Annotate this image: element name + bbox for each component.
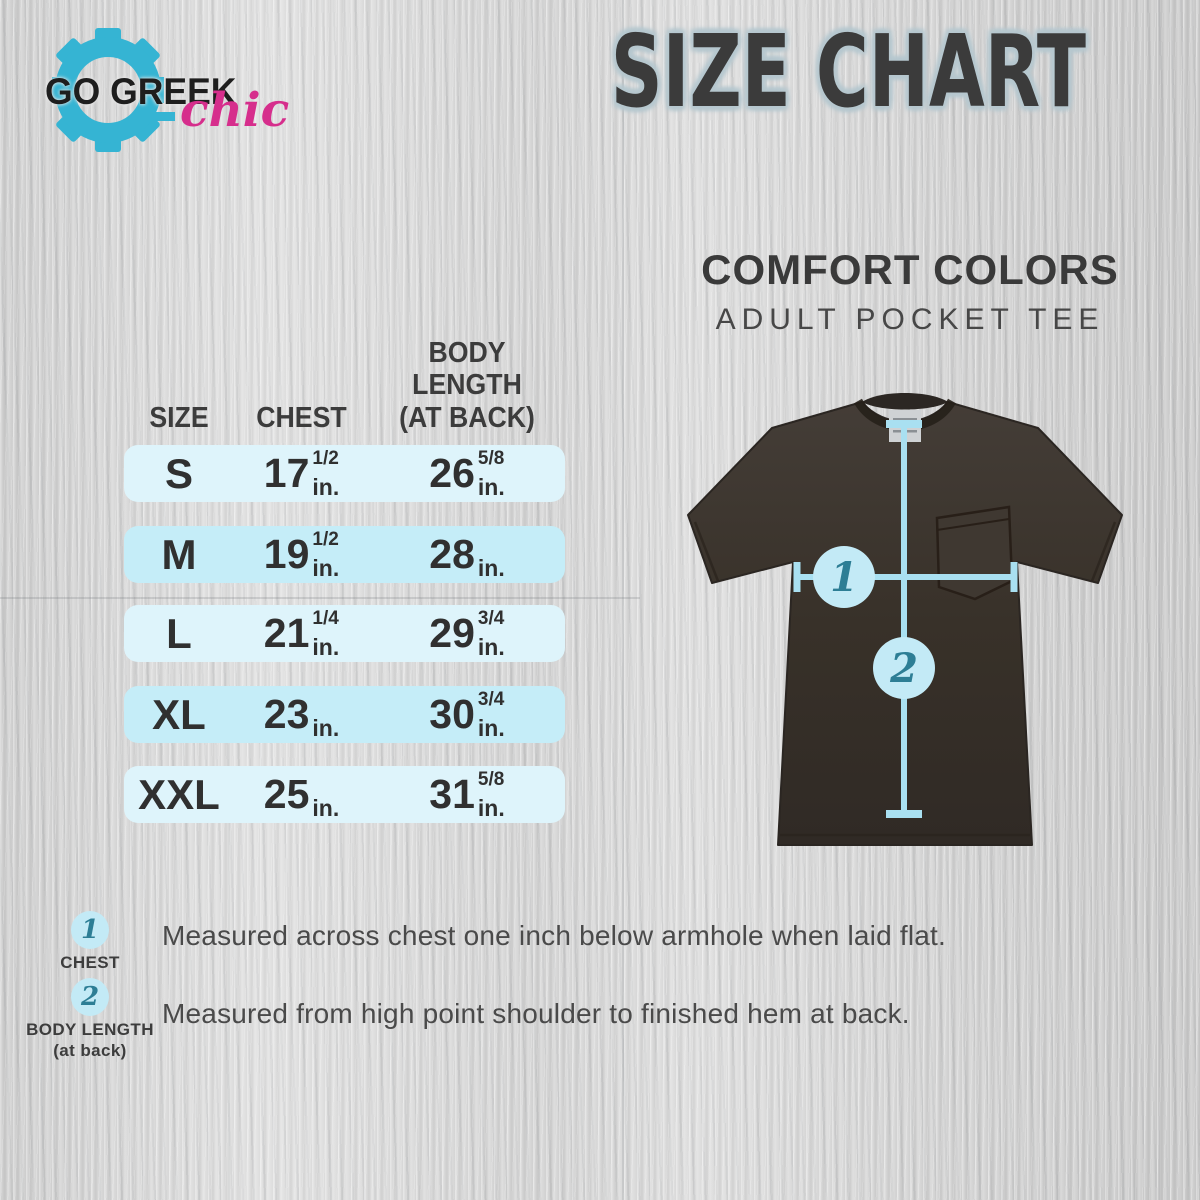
size-label: XL bbox=[152, 690, 206, 738]
body-length-value: 28 in. bbox=[429, 531, 505, 581]
product-name: COMFORT COLORS bbox=[701, 246, 1119, 293]
body-length-value: 26 5/8 in. bbox=[429, 447, 505, 500]
wood-seam bbox=[0, 597, 640, 599]
body-length-value: 31 5/8 in. bbox=[429, 768, 505, 821]
chest-value: 23 in. bbox=[263, 691, 340, 741]
footnote-2-label-line2: (at back) bbox=[53, 1041, 127, 1061]
table-row: XL 23 in. 30 3/4 in. bbox=[124, 686, 565, 743]
marker-2-number: 2 bbox=[889, 645, 918, 692]
table-row: L 21 1/4 in. 29 3/4 in. bbox=[124, 605, 565, 662]
header-size: SIZE bbox=[149, 401, 209, 434]
chest-value: 17 1/2 in. bbox=[263, 447, 340, 500]
header-body-length-line2: (AT BACK) bbox=[399, 401, 535, 434]
footnote-1-label: CHEST bbox=[60, 953, 120, 972]
size-label: L bbox=[166, 609, 192, 657]
footnote-1-text: Measured across chest one inch below arm… bbox=[162, 920, 946, 951]
wood-seam bbox=[1158, 0, 1160, 1200]
footnote-2-text: Measured from high point shoulder to fin… bbox=[162, 998, 910, 1029]
product-subtitle: ADULT POCKET TEE bbox=[715, 303, 1105, 336]
body-length-value: 29 3/4 in. bbox=[429, 607, 505, 660]
table-header-row: SIZE CHEST BODY LENGTH (AT BACK) bbox=[124, 337, 565, 434]
chest-value: 21 1/4 in. bbox=[263, 607, 340, 660]
body-length-value: 30 3/4 in. bbox=[429, 688, 505, 741]
size-table: SIZE CHEST BODY LENGTH (AT BACK) S 17 1/2… bbox=[124, 337, 565, 838]
footnote-2-label: BODY LENGTH (at back) bbox=[0, 1019, 180, 1062]
product-heading: COMFORT COLORS ADULT POCKET TEE bbox=[665, 246, 1155, 337]
page-title: SIZE CHART bbox=[610, 13, 1087, 130]
chest-value: 25 in. bbox=[263, 771, 340, 821]
brand-name-script: chic bbox=[180, 83, 290, 138]
chest-pocket bbox=[935, 505, 1014, 601]
table-row: XXL 25 in. 31 5/8 in. bbox=[124, 766, 565, 823]
brand-name: GO GREEK bbox=[45, 71, 237, 112]
wood-seam bbox=[622, 0, 624, 1200]
tshirt-measurement-diagram: 1 2 bbox=[687, 393, 1123, 846]
logo-underline bbox=[133, 112, 175, 121]
footnote-marker-1: 1 bbox=[71, 911, 109, 949]
footnote-marker-2: 2 bbox=[71, 978, 109, 1016]
header-chest: CHEST bbox=[256, 401, 347, 434]
brand-logo: GO GREEK chic bbox=[40, 25, 310, 165]
footnote-2-label-line1: BODY LENGTH bbox=[26, 1020, 154, 1039]
table-row: S 17 1/2 in. 26 5/8 in. bbox=[124, 445, 565, 502]
wood-seam bbox=[228, 0, 230, 1200]
measure-marker-2: 2 bbox=[873, 637, 935, 699]
footnote-2-number: 2 bbox=[80, 982, 100, 1012]
header-body-length-line1: BODY LENGTH bbox=[412, 336, 522, 402]
size-label: M bbox=[161, 530, 197, 578]
measure-marker-1: 1 bbox=[813, 546, 875, 608]
footnote-1-number: 1 bbox=[80, 915, 100, 945]
chest-value: 19 1/2 in. bbox=[263, 528, 340, 581]
size-label: XXL bbox=[138, 770, 220, 818]
marker-1-number: 1 bbox=[830, 554, 858, 601]
table-row: M 19 1/2 in. 28 in. bbox=[124, 526, 565, 583]
size-label: S bbox=[164, 449, 193, 497]
header-body-length: BODY LENGTH (AT BACK) bbox=[377, 337, 557, 434]
